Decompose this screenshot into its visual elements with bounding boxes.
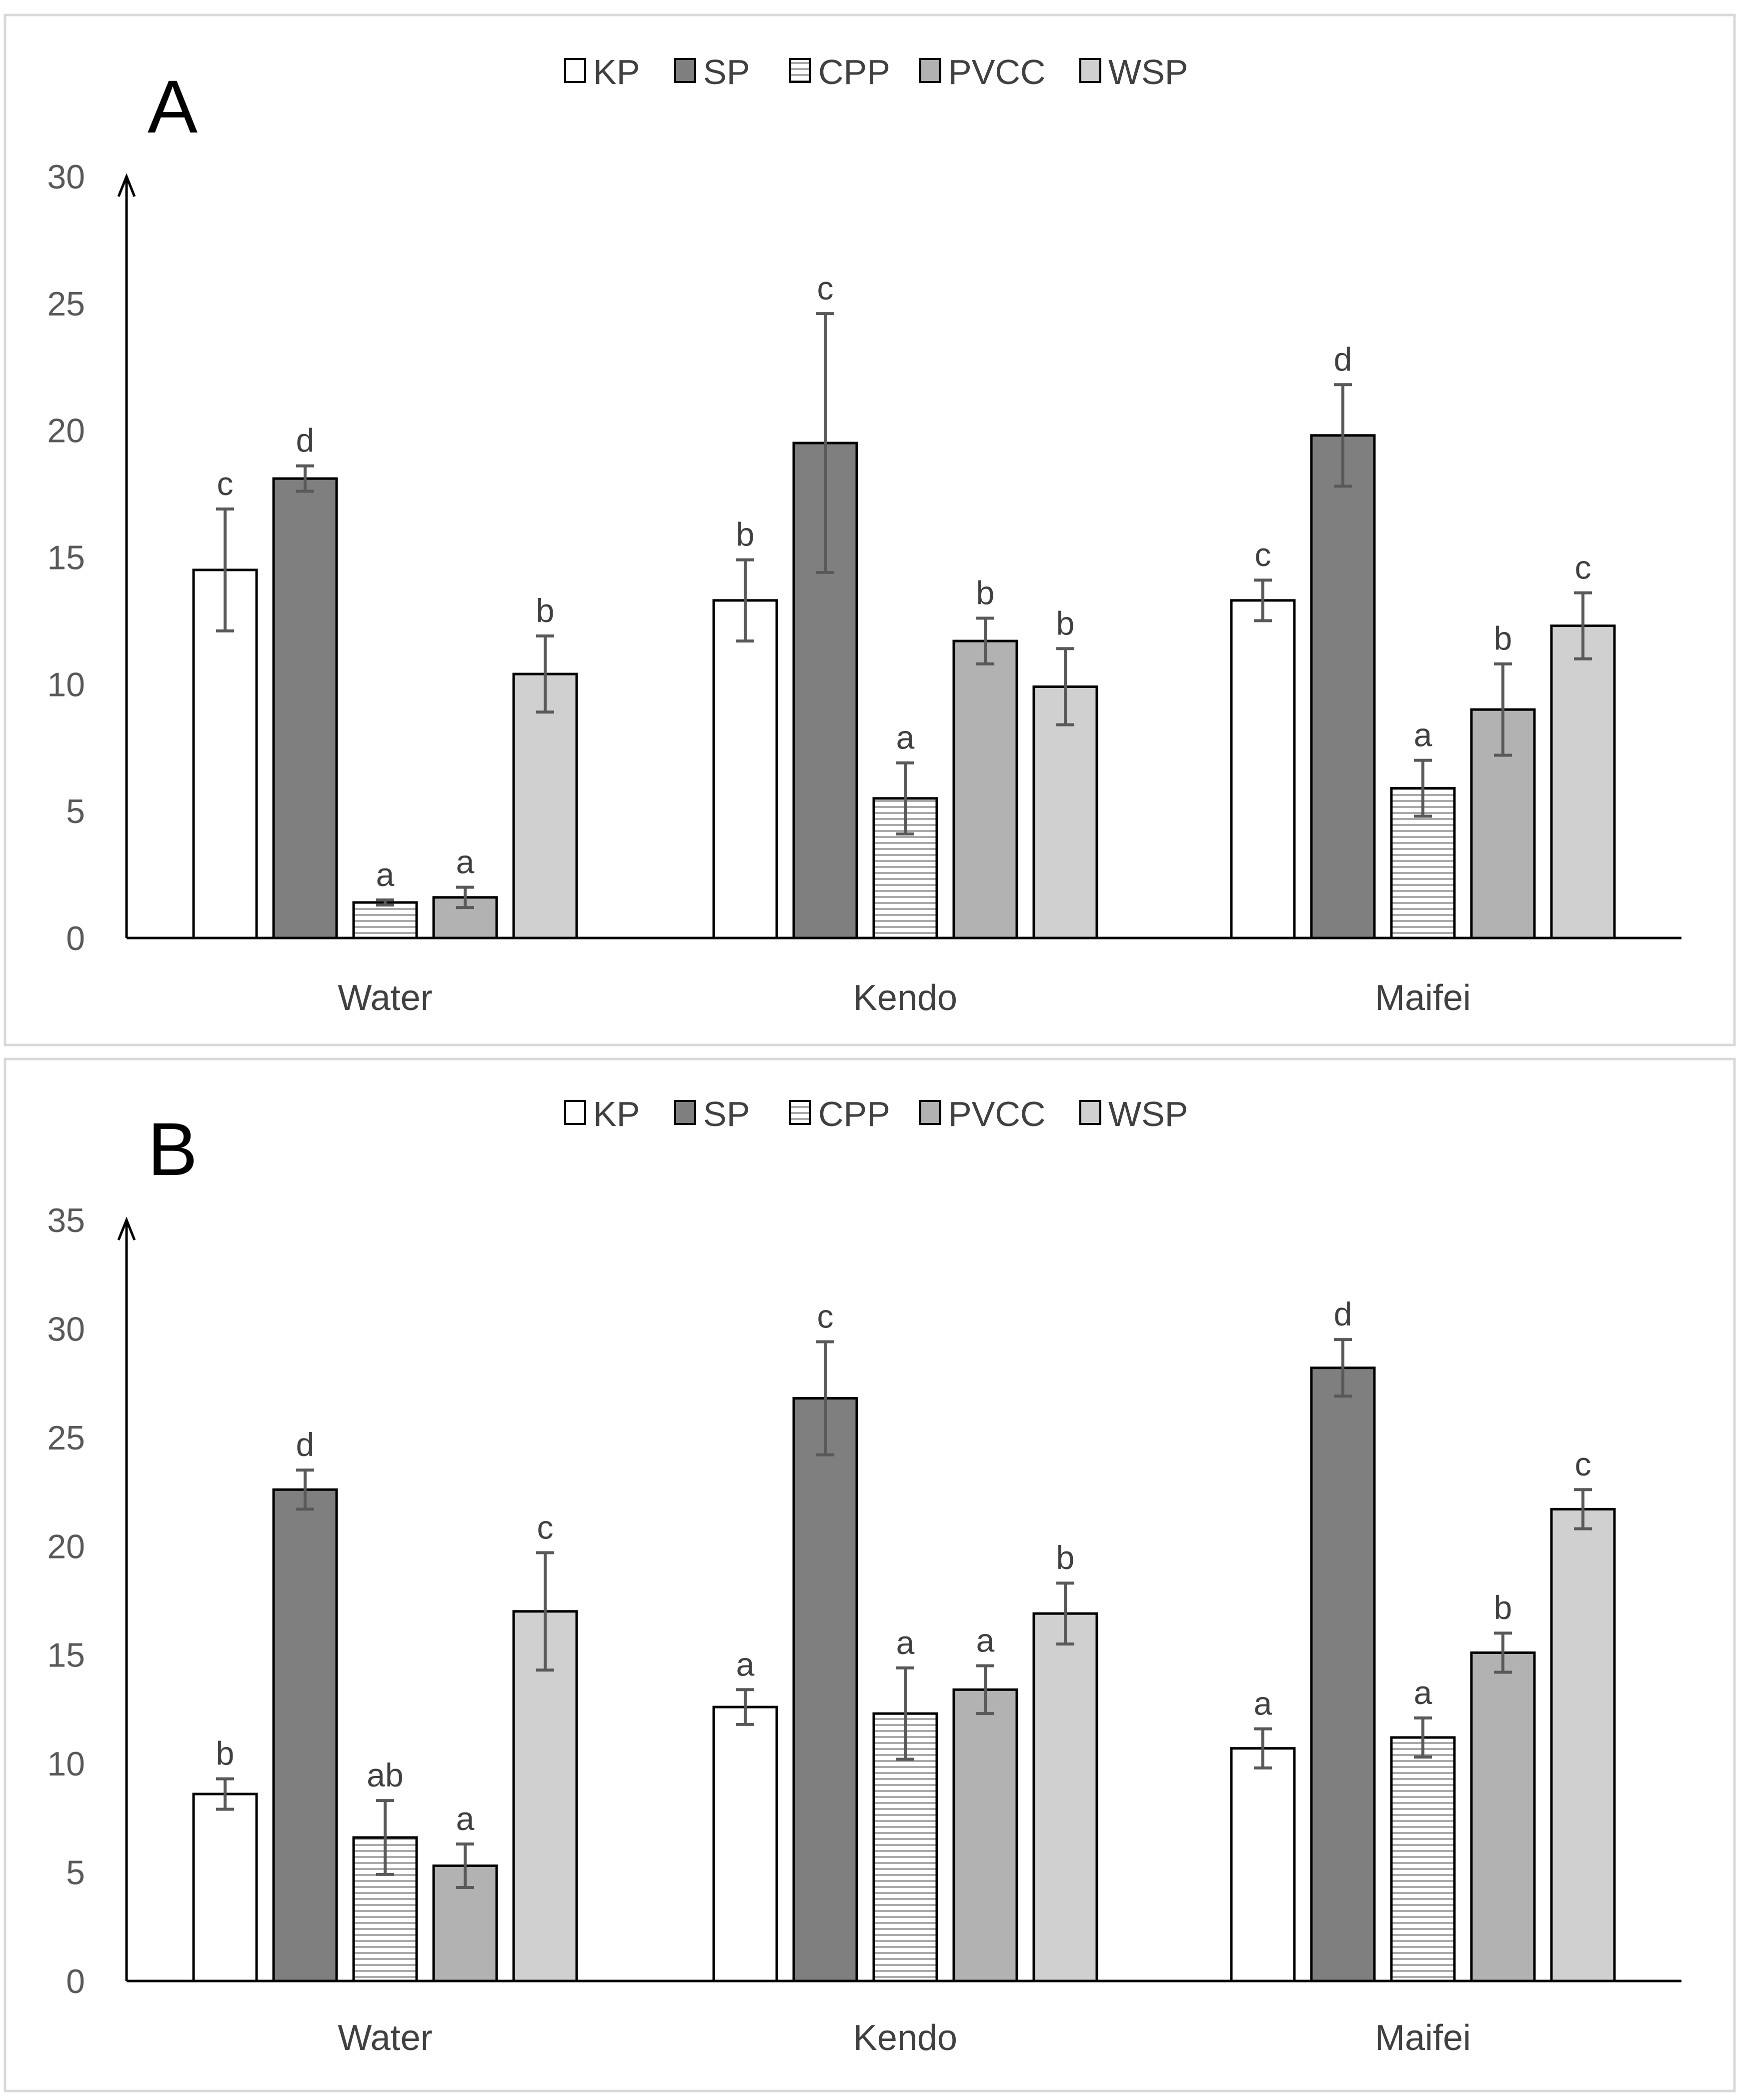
legend-swatch-pvcc bbox=[919, 58, 941, 83]
significance-letter: a bbox=[896, 719, 915, 756]
category-label-water: Water bbox=[338, 2018, 432, 2058]
significance-letter: c bbox=[1575, 549, 1591, 586]
legend-label-sp: SP bbox=[703, 52, 750, 92]
panel-label: B bbox=[148, 1107, 198, 1191]
bar-wsp-water bbox=[512, 672, 578, 940]
significance-letter: d bbox=[1334, 1296, 1352, 1332]
category-label-kendo: Kendo bbox=[853, 2018, 957, 2058]
bar-wsp-maifei bbox=[1550, 1508, 1616, 1982]
significance-letter: b bbox=[536, 592, 555, 629]
bar-sp-maifei bbox=[1310, 434, 1376, 940]
legend-label-sp: SP bbox=[703, 1094, 750, 1134]
category-label-maifei: Maifei bbox=[1375, 978, 1471, 1018]
bar-kp-kendo bbox=[712, 1706, 778, 1982]
bar-sp-kendo bbox=[792, 1397, 858, 1982]
y-tick-label: 35 bbox=[47, 1202, 85, 1240]
y-tick-label: 20 bbox=[47, 1528, 85, 1566]
significance-letter: ab bbox=[367, 1756, 403, 1794]
significance-letter: d bbox=[1334, 340, 1352, 378]
legend-swatch-cpp bbox=[789, 1100, 811, 1125]
significance-letter: c bbox=[217, 465, 234, 502]
significance-letter: c bbox=[1255, 536, 1271, 573]
bar-pvcc-kendo bbox=[952, 1688, 1018, 1982]
category-label-water: Water bbox=[338, 978, 432, 1018]
y-tick-label: 15 bbox=[47, 539, 85, 577]
legend-swatch-sp bbox=[674, 1100, 696, 1125]
legend-label-cpp: CPP bbox=[818, 1094, 890, 1134]
legend-swatch-kp bbox=[564, 1100, 586, 1125]
significance-letter: b bbox=[976, 574, 995, 611]
legend-label-wsp: WSP bbox=[1108, 52, 1188, 92]
y-axis-arrow-icon bbox=[117, 1216, 136, 1240]
significance-letter: c bbox=[817, 1298, 834, 1335]
bar-wsp-kendo bbox=[1032, 685, 1098, 940]
bar-cpp-water bbox=[352, 901, 418, 940]
significance-letter: a bbox=[456, 1800, 475, 1837]
y-tick-label: 0 bbox=[66, 920, 85, 958]
bar-pvcc-maifei bbox=[1470, 1651, 1536, 1982]
legend-swatch-pvcc bbox=[919, 1100, 941, 1125]
bar-wsp-kendo bbox=[1032, 1612, 1098, 1982]
y-tick-label: 0 bbox=[66, 1962, 85, 2000]
legend-label-pvcc: PVCC bbox=[948, 1094, 1045, 1134]
bar-sp-water bbox=[272, 477, 338, 940]
significance-letter: b bbox=[1494, 620, 1512, 657]
legend-label-pvcc: PVCC bbox=[948, 52, 1045, 92]
legend-swatch-sp bbox=[674, 58, 696, 83]
legend-label-kp: KP bbox=[593, 1094, 640, 1134]
bar-kp-maifei bbox=[1230, 1747, 1296, 1982]
bar-pvcc-kendo bbox=[952, 640, 1018, 940]
legend-swatch-wsp bbox=[1079, 58, 1101, 83]
category-label-maifei: Maifei bbox=[1375, 2018, 1471, 2058]
legend-label-cpp: CPP bbox=[818, 52, 890, 92]
legend-label-wsp: WSP bbox=[1108, 1094, 1188, 1134]
legend-swatch-wsp bbox=[1079, 1100, 1101, 1125]
significance-letter: a bbox=[376, 856, 395, 893]
significance-letter: d bbox=[296, 1426, 315, 1463]
significance-letter: c bbox=[537, 1508, 554, 1546]
significance-letter: b bbox=[216, 1735, 235, 1772]
bar-sp-water bbox=[272, 1488, 338, 1982]
bar-kp-water bbox=[192, 1792, 258, 1982]
y-tick-label: 10 bbox=[47, 1745, 85, 1783]
bar-cpp-maifei bbox=[1390, 1736, 1456, 1982]
y-tick-label: 30 bbox=[47, 1310, 85, 1348]
y-tick-label: 5 bbox=[66, 792, 85, 830]
bar-wsp-maifei bbox=[1550, 624, 1616, 940]
y-tick-label: 20 bbox=[47, 412, 85, 450]
bar-kp-kendo bbox=[712, 599, 778, 940]
legend-swatch-kp bbox=[564, 58, 586, 83]
y-tick-label: 5 bbox=[66, 1854, 85, 1892]
y-tick-label: 25 bbox=[47, 285, 85, 323]
y-tick-label: 30 bbox=[47, 158, 85, 196]
significance-letter: a bbox=[736, 1646, 755, 1682]
significance-letter: a bbox=[456, 843, 475, 880]
panel-label: A bbox=[148, 64, 198, 148]
significance-letter: c bbox=[1575, 1446, 1591, 1482]
chart-panel-a: A KP SP CPP PVCC WSP 0 5 10 15 20 25 30 c d a a b Water b c a… bbox=[4, 14, 1736, 1046]
significance-letter: b bbox=[736, 516, 755, 553]
legend-swatch-cpp bbox=[789, 58, 811, 83]
significance-letter: b bbox=[1056, 604, 1075, 642]
significance-letter: a bbox=[1414, 716, 1432, 754]
chart-panel-b: B KP SP CPP PVCC WSP05101520253035bdabacWater… bbox=[4, 1058, 1736, 2092]
y-tick-label: 10 bbox=[47, 666, 85, 704]
bar-pvcc-maifei bbox=[1470, 708, 1536, 940]
significance-letter: c bbox=[817, 270, 834, 306]
significance-letter: a bbox=[976, 1622, 995, 1658]
significance-letter: a bbox=[896, 1624, 915, 1661]
bar-sp-maifei bbox=[1310, 1366, 1376, 1982]
category-label-kendo: Kendo bbox=[853, 978, 957, 1018]
significance-letter: b bbox=[1494, 1589, 1512, 1626]
significance-letter: b bbox=[1056, 1539, 1075, 1576]
significance-letter: d bbox=[296, 422, 315, 459]
bar-kp-maifei bbox=[1230, 599, 1296, 940]
legend-label-kp: KP bbox=[593, 52, 640, 92]
y-axis-arrow-icon bbox=[117, 173, 136, 197]
significance-letter: a bbox=[1414, 1674, 1432, 1711]
y-tick-label: 15 bbox=[47, 1636, 85, 1674]
y-tick-label: 25 bbox=[47, 1419, 85, 1457]
significance-letter: a bbox=[1254, 1685, 1272, 1722]
